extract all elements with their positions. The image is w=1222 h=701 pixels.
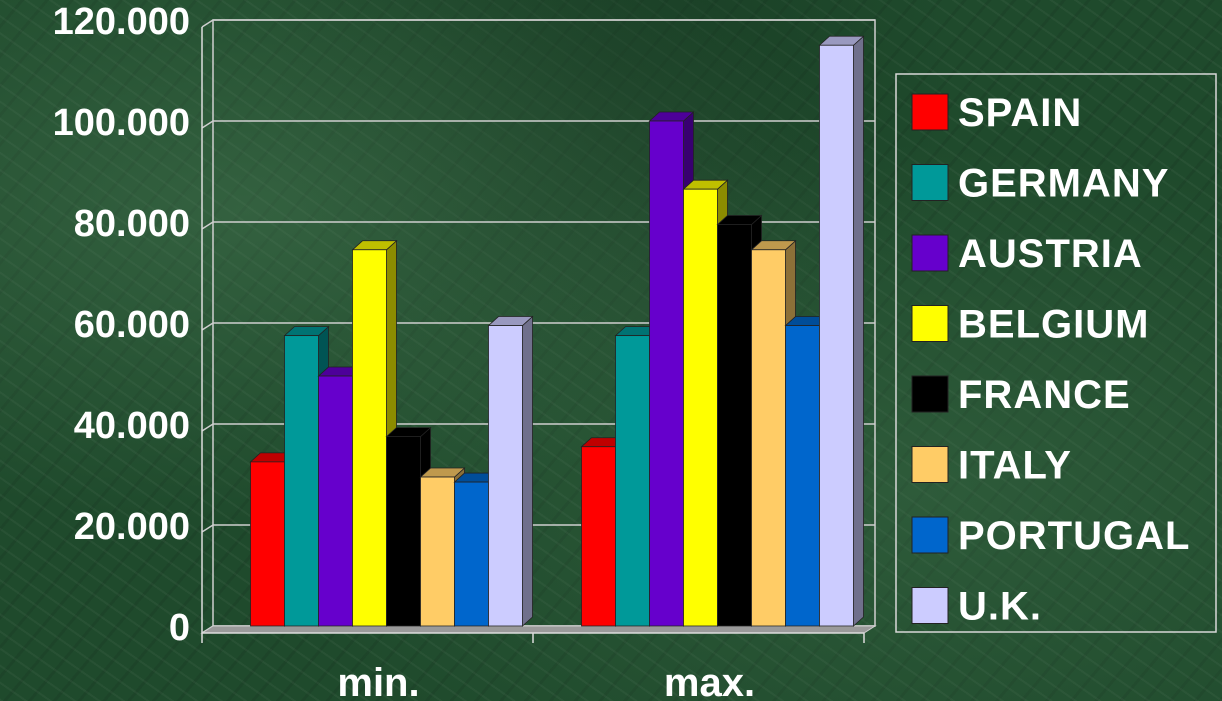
legend-swatch	[911, 587, 949, 624]
legend-label: AUSTRIA	[958, 232, 1143, 276]
gridline-side	[201, 120, 214, 129]
legend-swatch	[911, 164, 949, 201]
legend-label: ITALY	[958, 444, 1072, 488]
gridline-side	[201, 19, 214, 28]
gridline-side	[201, 524, 214, 533]
legend-box	[895, 73, 1217, 633]
bar-u-k-min	[487, 315, 534, 627]
legend-item: SPAIN	[911, 91, 1082, 135]
x-category-label: max.	[664, 661, 755, 701]
legend-label: FRANCE	[958, 373, 1131, 417]
legend: SPAIN GERMANY AUSTRIA BELGIUM FRANCE ITALY POR…	[895, 73, 1217, 633]
legend-swatch	[911, 305, 949, 342]
floor-plane	[200, 625, 877, 634]
legend-item: BELGIUM	[911, 303, 1149, 347]
legend-item: ITALY	[911, 444, 1072, 488]
legend-swatch	[911, 93, 949, 131]
legend-label: PORTUGAL	[958, 514, 1190, 558]
gridline-side	[201, 221, 214, 230]
legend-item: U.K.	[911, 585, 1042, 629]
y-tick-label: 100.000	[53, 102, 190, 144]
gridline-side	[201, 322, 214, 331]
y-tick-label: 0	[169, 607, 190, 649]
legend-label: SPAIN	[958, 91, 1082, 135]
legend-label: GERMANY	[958, 162, 1169, 206]
legend-swatch	[911, 446, 949, 483]
legend-item: PORTUGAL	[911, 514, 1190, 558]
legend-swatch	[911, 516, 949, 554]
y-tick-label: 60.000	[74, 304, 190, 346]
bar-u-k-max	[818, 35, 865, 627]
bars	[249, 35, 865, 627]
y-tick-label: 40.000	[74, 405, 190, 447]
gridline-side	[201, 423, 214, 432]
legend-swatch	[911, 234, 949, 272]
y-axis-tick-labels: 0 20.000 40.000 60.000 80.000 100.000 120.000	[53, 1, 190, 649]
x-axis-category-labels: min. max.	[337, 661, 755, 701]
y-tick-label: 80.000	[74, 203, 190, 245]
y-tick-label: 120.000	[53, 1, 190, 43]
legend-label: U.K.	[958, 585, 1042, 629]
x-category-label: min.	[337, 661, 419, 701]
legend-item: FRANCE	[911, 373, 1131, 417]
y-tick-label: 20.000	[74, 506, 190, 548]
legend-swatch	[911, 375, 949, 413]
axes	[201, 27, 865, 643]
legend-label: BELGIUM	[958, 303, 1149, 347]
legend-item: AUSTRIA	[911, 232, 1143, 276]
legend-item: GERMANY	[911, 162, 1169, 206]
chart-floor	[200, 625, 877, 634]
